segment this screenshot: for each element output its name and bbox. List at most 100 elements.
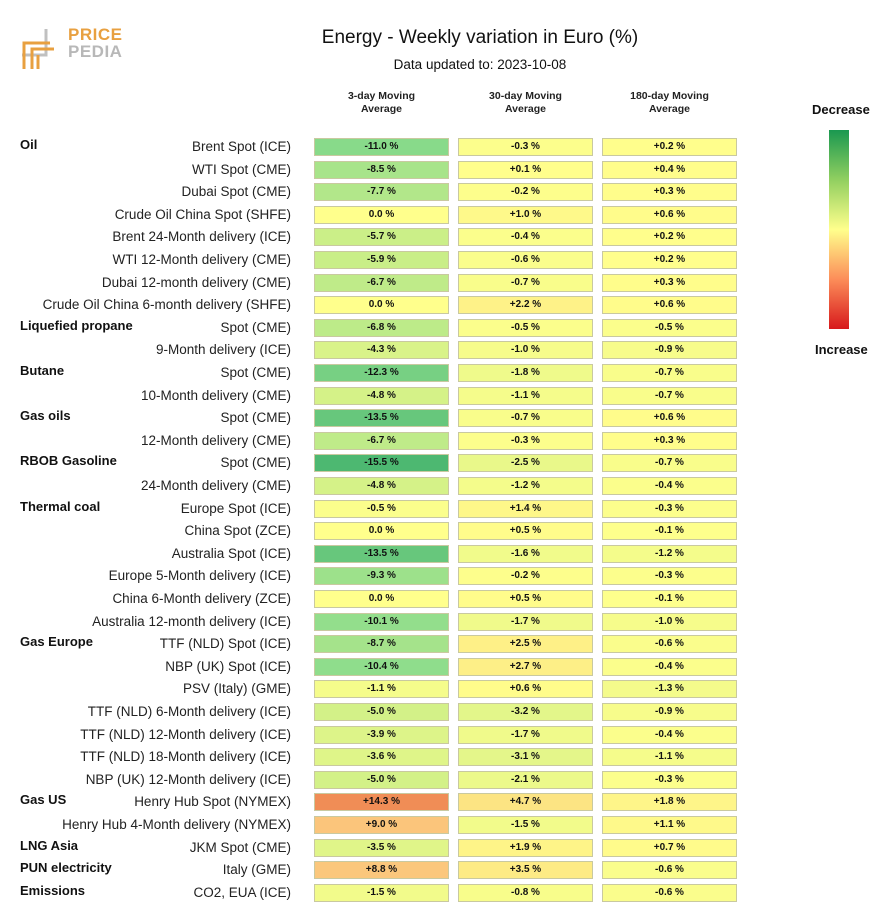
heatmap-cell: -0.2 % — [458, 183, 593, 202]
logo-text-bottom: PEDIA — [68, 42, 123, 61]
row-label: Spot (CME) — [220, 365, 291, 380]
heatmap-cell: +9.0 % — [314, 816, 449, 834]
logo-text-top: PRICE — [68, 25, 123, 44]
group-label: LNG Asia — [20, 837, 79, 853]
heatmap-cell: -0.5 % — [314, 499, 449, 518]
heatmap-cell: -1.0 % — [602, 612, 737, 631]
heatmap-cell: -0.7 % — [602, 364, 737, 382]
heatmap-cell: -0.3 % — [458, 138, 593, 156]
chart-subtitle: Data updated to: 2023-10-08 — [393, 57, 567, 72]
heatmap-cell: -1.5 % — [314, 883, 449, 902]
group-label: RBOB Gasoline — [20, 453, 117, 469]
row-label: PSV (Italy) (GME) — [182, 681, 291, 697]
group-label: Oil — [20, 137, 38, 152]
heatmap-cell: -4.8 % — [314, 386, 449, 405]
heatmap-cell: -5.7 % — [314, 228, 449, 247]
legend-color-scale — [829, 130, 849, 329]
heatmap-cell: +2.5 % — [458, 635, 593, 654]
heatmap-cell: -3.6 % — [314, 748, 449, 767]
heatmap-cell: -0.6 % — [458, 251, 593, 269]
heatmap-cell: 0.0 % — [314, 296, 449, 315]
heatmap-cell: -0.5 % — [458, 318, 593, 337]
logo-mark-icon — [22, 29, 54, 69]
heatmap-cell: -0.4 % — [602, 657, 737, 676]
row-label: 12-Month delivery (CME) — [140, 432, 291, 448]
heatmap-cell: -0.4 % — [602, 725, 737, 744]
heatmap-cell: +1.8 % — [602, 793, 737, 812]
heatmap-cell: -7.7 % — [314, 183, 449, 202]
heatmap-cell: +0.3 % — [602, 273, 737, 292]
heatmap-cell: -1.1 % — [458, 386, 593, 405]
group-label: Gas oils — [20, 408, 71, 424]
row-label: NBP (UK) Spot (ICE) — [165, 658, 291, 674]
row-label: Brent Spot (ICE) — [191, 139, 291, 154]
heatmap-cell: -5.9 % — [314, 251, 449, 269]
heatmap-cell: -0.7 % — [458, 409, 593, 428]
group-label: Liquefied propane — [20, 317, 133, 333]
row-label: 24-Month delivery (CME) — [140, 478, 291, 493]
heatmap-cell: -3.1 % — [458, 748, 593, 767]
heatmap-cell: +0.3 % — [602, 431, 737, 450]
row-label: China 6-Month delivery (ZCE) — [112, 591, 291, 606]
heatmap-cell: -0.3 % — [458, 431, 593, 450]
row-label: Crude Oil China 6-month delivery (SHFE) — [42, 297, 291, 313]
heatmap-cell: -0.7 % — [602, 386, 737, 405]
heatmap-cell: -9.3 % — [314, 567, 449, 586]
heatmap-cell: -13.5 % — [314, 409, 449, 428]
legend-increase-label: Increase — [815, 342, 868, 357]
column-header-line: 3-day Moving — [347, 90, 416, 102]
heatmap-cell: +0.6 % — [602, 296, 737, 315]
row-label: JKM Spot (CME) — [189, 839, 291, 855]
heatmap-cell: -2.1 % — [458, 770, 593, 789]
heatmap-cell: -2.5 % — [458, 454, 593, 473]
row-label: Australia 12-month delivery (ICE) — [92, 613, 291, 629]
heatmap-cell: -0.4 % — [458, 228, 593, 247]
heatmap-cell: +0.5 % — [458, 522, 593, 541]
heatmap-cell: -0.9 % — [602, 341, 737, 360]
heatmap-cell: -1.3 % — [602, 680, 737, 699]
heatmap-cell: -0.9 % — [602, 703, 737, 721]
heatmap-cell: -3.2 % — [458, 703, 593, 721]
group-label: Butane — [20, 363, 65, 378]
heatmap-cell: 0.0 % — [314, 205, 449, 224]
heatmap-cell: +3.5 % — [458, 861, 593, 880]
row-label: NBP (UK) 12-Month delivery (ICE) — [85, 771, 291, 787]
heatmap-cell: +0.2 % — [602, 228, 737, 247]
heatmap-cell: +1.9 % — [458, 838, 593, 857]
heatmap-cell: -3.5 % — [314, 838, 449, 857]
row-label: 10-Month delivery (CME) — [140, 387, 291, 403]
row-label: Henry Hub Spot (NYMEX) — [134, 794, 291, 810]
heatmap-cell: -4.3 % — [314, 341, 449, 360]
heatmap-cell: -10.4 % — [314, 657, 449, 676]
heatmap-cell: -1.2 % — [458, 477, 593, 495]
heatmap-cell: -0.6 % — [602, 883, 737, 902]
heatmap-cell: -1.8 % — [458, 364, 593, 382]
row-label: Italy (GME) — [222, 862, 291, 878]
heatmap-cell: -1.6 % — [458, 544, 593, 563]
heatmap-cell: -1.7 % — [458, 612, 593, 631]
heatmap-cell: +0.6 % — [602, 409, 737, 428]
row-label: Spot (CME) — [220, 319, 291, 335]
heatmap-cell: -1.7 % — [458, 725, 593, 744]
heatmap-cell: -6.8 % — [314, 318, 449, 337]
heatmap-cell: +4.7 % — [458, 793, 593, 812]
heatmap-cell: +0.2 % — [602, 138, 737, 156]
heatmap-cell: -1.1 % — [314, 680, 449, 699]
heatmap-cell: 0.0 % — [314, 522, 449, 541]
column-header-line: 180-day Moving — [630, 90, 709, 102]
row-label: TTF (NLD) 12-Month delivery (ICE) — [80, 726, 291, 742]
heatmap-cell: -6.7 % — [314, 273, 449, 292]
heatmap-cell: +0.2 % — [602, 251, 737, 269]
column-header-line: Average — [360, 103, 403, 115]
heatmap-cell: -0.2 % — [458, 567, 593, 586]
heatmap-cell: -0.6 % — [602, 861, 737, 880]
row-label: CO2, EUA (ICE) — [193, 884, 291, 900]
heatmap-cell: -1.2 % — [602, 544, 737, 563]
heatmap-cell: -15.5 % — [314, 454, 449, 473]
heatmap-cell: -11.0 % — [314, 138, 449, 156]
heatmap-cell: -13.5 % — [314, 544, 449, 563]
heatmap-cell: -5.0 % — [314, 770, 449, 789]
row-label: TTF (NLD) Spot (ICE) — [159, 636, 291, 652]
pricepedia-logo: PRICE PEDIA — [20, 25, 130, 75]
chart-title: Energy - Weekly variation in Euro (%) — [321, 27, 639, 48]
